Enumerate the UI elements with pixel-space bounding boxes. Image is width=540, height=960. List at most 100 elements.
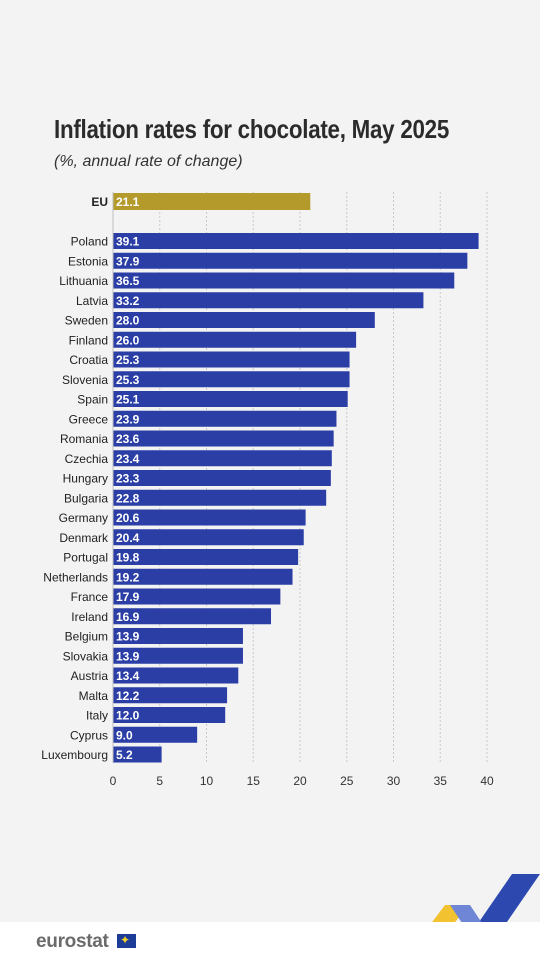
bar — [113, 470, 331, 486]
category-label: Germany — [59, 511, 108, 525]
chart-subtitle: (%, annual rate of change) — [54, 153, 243, 170]
bar — [113, 489, 327, 506]
bar — [113, 687, 228, 704]
category-label: Finland — [69, 333, 108, 347]
bar — [113, 746, 162, 763]
data-label: 23.9 — [116, 412, 140, 426]
data-label: 25.1 — [116, 393, 140, 407]
bar — [113, 233, 479, 249]
data-label: 13.9 — [116, 649, 140, 663]
bar-eu — [113, 193, 311, 210]
data-label: 12.2 — [116, 689, 140, 703]
bar — [113, 410, 337, 427]
data-label: 17.9 — [116, 590, 140, 604]
bar — [113, 292, 424, 309]
bar — [113, 509, 306, 526]
category-label: France — [71, 590, 109, 604]
category-label: Romania — [60, 432, 108, 446]
data-label: 20.4 — [116, 531, 140, 545]
category-label: Austria — [71, 669, 109, 683]
data-label: 13.9 — [116, 630, 140, 644]
category-label: Sweden — [65, 314, 108, 328]
category-label: Slovakia — [63, 649, 109, 663]
category-label: Denmark — [59, 531, 109, 545]
bar — [113, 430, 334, 447]
x-tick-label: 0 — [110, 774, 117, 788]
data-label: 13.4 — [116, 669, 140, 683]
category-label: Netherlands — [43, 570, 108, 584]
data-label: 25.3 — [116, 353, 140, 367]
bar — [113, 667, 239, 684]
bar — [113, 450, 332, 467]
bar — [113, 549, 299, 565]
bar — [113, 272, 455, 289]
data-label: 5.2 — [116, 748, 133, 762]
category-label: Ireland — [71, 610, 108, 624]
data-label-eu: 21.1 — [116, 195, 140, 209]
bar — [113, 312, 375, 328]
category-label: Poland — [71, 235, 108, 249]
bar — [113, 707, 226, 723]
category-label: Portugal — [63, 551, 108, 565]
data-label: 23.4 — [116, 452, 140, 466]
data-label: 33.2 — [116, 294, 140, 308]
bar — [113, 726, 198, 743]
x-tick-label: 25 — [340, 774, 354, 788]
category-label: Belgium — [65, 630, 108, 644]
bar-chart: EU 21.1 Poland 39.1 Estonia 37.9 Lithuania 36.5… — [41, 192, 494, 788]
x-tick-label: 10 — [200, 774, 214, 788]
x-tick-label: 30 — [387, 774, 401, 788]
data-label: 19.2 — [116, 570, 140, 584]
category-label: Malta — [79, 689, 109, 703]
category-label: Spain — [77, 393, 108, 407]
category-label: Latvia — [76, 294, 108, 308]
category-label: Estonia — [68, 254, 108, 268]
category-label: Cyprus — [70, 728, 108, 742]
data-label: 25.3 — [116, 373, 140, 387]
category-label: Italy — [86, 709, 108, 723]
category-label: Croatia — [69, 353, 108, 367]
data-label: 9.0 — [116, 728, 133, 742]
bar — [113, 647, 243, 664]
bar — [113, 608, 272, 625]
category-label: Bulgaria — [64, 491, 108, 505]
data-label: 22.8 — [116, 491, 140, 505]
footer-bar — [0, 922, 540, 960]
x-tick-label: 20 — [293, 774, 307, 788]
bar — [113, 628, 243, 644]
bar — [113, 351, 350, 368]
x-tick-label: 5 — [156, 774, 163, 788]
chart-title: Inflation rates for chocolate, May 2025 — [54, 114, 450, 144]
data-label: 36.5 — [116, 274, 140, 288]
category-label: Hungary — [63, 472, 108, 486]
x-tick-label: 15 — [247, 774, 261, 788]
bar — [113, 252, 468, 269]
data-label: 28.0 — [116, 314, 140, 328]
category-label: Lithuania — [59, 274, 108, 288]
category-label: Greece — [69, 412, 109, 426]
x-tick-label: 40 — [480, 774, 494, 788]
data-label: 19.8 — [116, 551, 140, 565]
data-label: 23.3 — [116, 472, 140, 486]
category-label-eu: EU — [91, 195, 108, 209]
category-label: Luxembourg — [41, 748, 108, 762]
data-label: 16.9 — [116, 610, 140, 624]
data-label: 12.0 — [116, 709, 140, 723]
bar — [113, 568, 293, 585]
category-label: Czechia — [65, 452, 109, 466]
x-tick-label: 35 — [434, 774, 448, 788]
data-label: 23.6 — [116, 432, 140, 446]
data-label: 26.0 — [116, 333, 140, 347]
category-label: Slovenia — [62, 373, 108, 387]
bar — [113, 331, 357, 348]
bar — [113, 371, 350, 388]
eu-flag-icon: ✦ — [117, 933, 136, 948]
bar — [113, 391, 348, 407]
data-label: 37.9 — [116, 254, 140, 268]
bar — [113, 529, 304, 546]
eurostat-logo: eurostat — [36, 931, 109, 952]
data-label: 20.6 — [116, 511, 140, 525]
data-label: 39.1 — [116, 235, 140, 249]
bar — [113, 588, 281, 605]
